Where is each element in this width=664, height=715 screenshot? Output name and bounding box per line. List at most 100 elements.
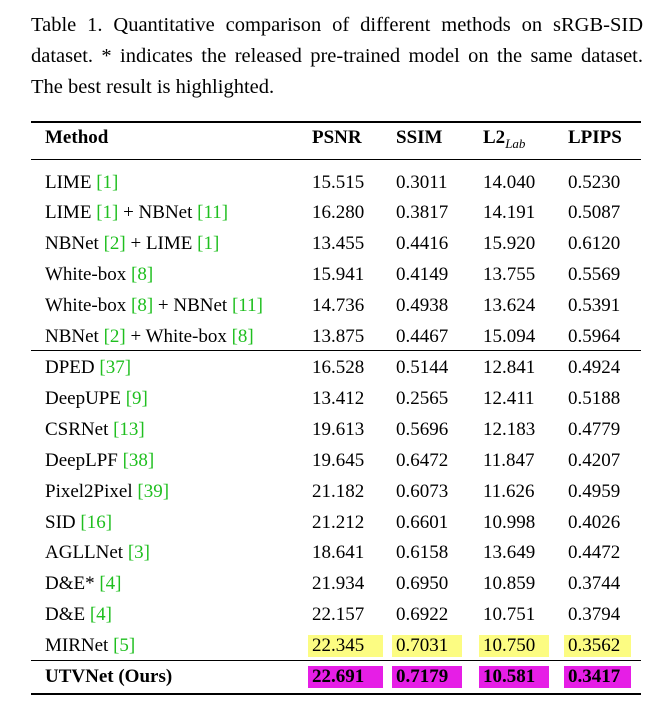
ssim-cell: 0.6158: [396, 542, 449, 563]
lpips-cell: 0.4924: [568, 357, 621, 378]
citation-link[interactable]: [5]: [113, 635, 136, 656]
l2-cell: 12.183: [483, 419, 536, 440]
citation-link[interactable]: [8]: [231, 326, 254, 347]
header-l2lab: L2Lab: [483, 127, 526, 151]
method-cell: NBNet [2] + LIME [1]: [45, 230, 219, 258]
citation-link[interactable]: [2]: [103, 233, 126, 254]
l2-cell: 10.750: [479, 635, 549, 657]
lpips-cell: 0.4207: [568, 450, 621, 471]
method-text: UTVNet (Ours): [45, 666, 173, 687]
lpips-cell: 0.3562: [564, 635, 631, 657]
psnr-cell: 19.613: [312, 419, 365, 440]
header-method: Method: [45, 127, 109, 148]
ssim-cell: 0.4467: [396, 326, 449, 347]
citation-link[interactable]: [16]: [80, 512, 113, 533]
table-row: AGLLNet [3] 18.641 0.6158 13.649 0.4472: [31, 539, 641, 567]
method-text: NBNet: [45, 326, 104, 347]
psnr-cell: 16.280: [312, 202, 365, 223]
l2-cell: 15.920: [483, 233, 536, 254]
method-cell: UTVNet (Ours): [45, 663, 172, 691]
l2-cell: 10.581: [479, 666, 549, 688]
header-psnr: PSNR: [312, 127, 362, 148]
psnr-cell: 22.345: [308, 635, 383, 657]
lpips-cell: 0.4779: [568, 419, 621, 440]
table-row: DeepUPE [9] 13.412 0.2565 12.411 0.5188: [31, 385, 641, 413]
method-cell: White-box [8]: [45, 261, 153, 289]
method-text: D&E: [45, 604, 90, 625]
lpips-cell: 0.4959: [568, 481, 621, 502]
psnr-cell: 13.875: [312, 326, 365, 347]
lpips-cell: 0.4026: [568, 512, 621, 533]
psnr-cell: 15.941: [312, 264, 365, 285]
citation-link[interactable]: [1]: [197, 233, 220, 254]
lpips-cell: 0.5391: [568, 295, 621, 316]
l2-cell: 14.040: [483, 172, 536, 193]
ssim-cell: 0.7179: [392, 666, 462, 688]
l2-cell: 15.094: [483, 326, 536, 347]
ssim-cell: 0.4416: [396, 233, 449, 254]
header-rule: [31, 159, 641, 160]
ssim-cell: 0.6601: [396, 512, 449, 533]
citation-link[interactable]: [8]: [131, 295, 154, 316]
method-text: + White-box: [125, 326, 232, 347]
psnr-cell: 21.934: [312, 573, 365, 594]
lpips-cell: 0.5964: [568, 326, 621, 347]
table-row: DeepLPF [38] 19.645 0.6472 11.847 0.4207: [31, 447, 641, 475]
ssim-cell: 0.5144: [396, 357, 449, 378]
citation-link[interactable]: [9]: [125, 388, 148, 409]
l2-cell: 12.841: [483, 357, 536, 378]
psnr-cell: 21.212: [312, 512, 365, 533]
psnr-cell: 22.157: [312, 604, 365, 625]
citation-link[interactable]: [4]: [99, 573, 122, 594]
citation-link[interactable]: [38]: [122, 450, 155, 471]
citation-link[interactable]: [1]: [96, 172, 119, 193]
method-cell: White-box [8] + NBNet [11]: [45, 292, 263, 320]
citation-link[interactable]: [39]: [137, 481, 170, 502]
citation-link[interactable]: [11]: [197, 202, 229, 223]
table-row: UTVNet (Ours) 22.691 0.7179 10.581 0.3417: [31, 663, 641, 691]
citation-link[interactable]: [4]: [89, 604, 113, 625]
lpips-cell: 0.5087: [568, 202, 621, 223]
method-text: LIME: [45, 172, 97, 193]
method-text: + LIME: [125, 233, 198, 254]
psnr-cell: 19.645: [312, 450, 365, 471]
method-text: D&E*: [45, 573, 100, 594]
bottom-rule: [31, 693, 641, 695]
table-row: NBNet [2] + White-box [8] 13.875 0.4467 15.…: [31, 323, 641, 351]
table-row: White-box [8] 15.941 0.4149 13.755 0.5569: [31, 261, 641, 289]
table-row: NBNet [2] + LIME [1] 13.455 0.4416 15.920 0.…: [31, 230, 641, 258]
l2-cell: 10.751: [483, 604, 536, 625]
method-cell: NBNet [2] + White-box [8]: [45, 323, 254, 351]
psnr-cell: 18.641: [312, 542, 365, 563]
citation-link[interactable]: [11]: [231, 295, 263, 316]
citation-link[interactable]: [1]: [96, 202, 119, 223]
ssim-cell: 0.6922: [396, 604, 449, 625]
method-cell: DPED [37]: [45, 354, 131, 382]
ssim-cell: 0.6950: [396, 573, 449, 594]
citation-link[interactable]: [13]: [113, 419, 145, 440]
citation-link[interactable]: [37]: [99, 357, 132, 378]
table-row: D&E [4] 22.157 0.6922 10.751 0.3794: [31, 601, 641, 629]
table-row: MIRNet [5] 22.345 0.7031 10.750 0.3562: [31, 632, 641, 660]
psnr-cell: 15.515: [312, 172, 365, 193]
psnr-cell: 14.736: [312, 295, 365, 316]
method-cell: AGLLNet [3]: [45, 539, 150, 567]
method-text: NBNet: [45, 233, 104, 254]
lpips-cell: 0.5569: [568, 264, 621, 285]
header-lpips: LPIPS: [568, 127, 622, 148]
table-row: SID [16] 21.212 0.6601 10.998 0.4026: [31, 509, 641, 537]
l2-cell: 13.624: [483, 295, 536, 316]
psnr-cell: 16.528: [312, 357, 365, 378]
citation-link[interactable]: [2]: [103, 326, 126, 347]
psnr-cell: 22.691: [308, 666, 383, 688]
l2-cell: 12.411: [483, 388, 535, 409]
method-text: MIRNet: [45, 635, 114, 656]
method-cell: LIME [1]: [45, 169, 118, 197]
citation-link[interactable]: [8]: [131, 264, 154, 285]
citation-link[interactable]: [3]: [127, 542, 150, 563]
method-cell: D&E [4]: [45, 601, 112, 629]
method-text: AGLLNet: [45, 542, 128, 563]
l2-cell: 11.847: [483, 450, 535, 471]
method-cell: DeepLPF [38]: [45, 447, 154, 475]
lpips-cell: 0.3744: [568, 573, 621, 594]
